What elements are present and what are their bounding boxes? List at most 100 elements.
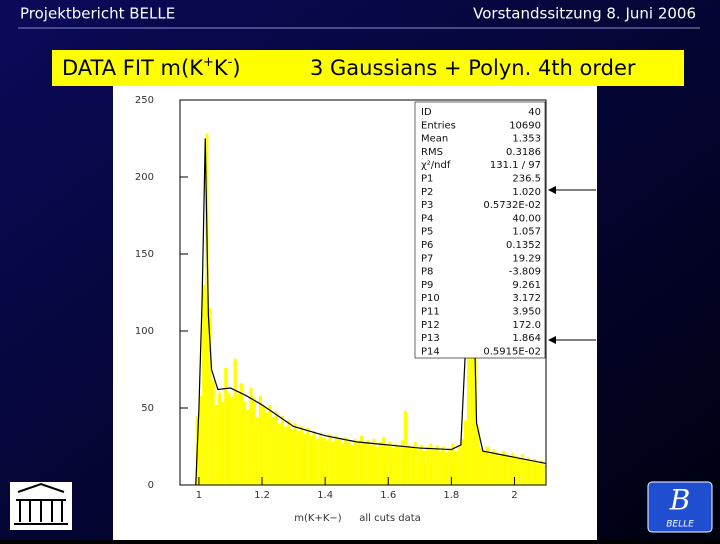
bar [299, 426, 304, 485]
y-tick-label: 200 [135, 172, 154, 183]
bar [230, 397, 234, 485]
bar [287, 420, 291, 485]
bar [413, 441, 417, 485]
bar [236, 394, 240, 485]
bar [404, 411, 408, 485]
bar [482, 451, 487, 485]
logo-letter: B [669, 484, 691, 517]
title-part: K [214, 56, 229, 80]
bar [397, 446, 401, 485]
bar [375, 446, 379, 485]
stat-value: 0.5732E-02 [483, 200, 541, 211]
bar [498, 455, 502, 485]
x-axis-label: m(K+K−) [294, 513, 342, 524]
x-tick-label: 1 [196, 490, 202, 501]
bar [366, 440, 370, 485]
header-right: Vorstandssitzung 8. Juni 2006 [473, 5, 696, 23]
bar [454, 451, 458, 485]
title-sup: - [228, 55, 233, 70]
bar [530, 461, 534, 485]
bar [249, 387, 253, 485]
bar [486, 446, 490, 485]
bar [205, 133, 209, 485]
x-tick-label: 2 [511, 490, 517, 501]
bar [328, 434, 332, 485]
bar [394, 443, 398, 485]
bar [321, 437, 326, 485]
bar [309, 435, 313, 485]
bar [539, 460, 543, 485]
stat-value: 0.5915E-02 [483, 346, 541, 357]
stat-label: P11 [421, 307, 440, 318]
stat-value: 172.0 [512, 320, 541, 331]
stat-label: P10 [421, 293, 440, 304]
bar [233, 358, 237, 485]
bar [290, 429, 294, 485]
bar [527, 457, 531, 485]
bar [344, 437, 348, 485]
stat-value: 1.353 [512, 134, 541, 145]
stats-box: ID 40 Entries 10690 Mean 1.353 RMS 0.3186 χ²/ndf… [414, 101, 546, 359]
stat-value: 0.3186 [506, 147, 541, 158]
stat-label: ID [421, 107, 432, 118]
stat-value: 1.020 [512, 187, 541, 198]
bar [533, 458, 537, 485]
right-logo: B BELLE [647, 481, 713, 533]
stat-label: P1 [421, 174, 433, 185]
bar [381, 437, 386, 485]
stat-label: P5 [421, 227, 433, 238]
bar [217, 392, 222, 485]
bar [495, 452, 499, 485]
y-tick-label: 100 [135, 326, 154, 337]
bar [476, 426, 480, 485]
stat-value: 0.1352 [506, 240, 541, 251]
stat-label: Mean [421, 134, 448, 145]
bar [514, 455, 518, 485]
stat-label: P2 [421, 187, 433, 198]
x-tick-label: 1.6 [380, 490, 396, 501]
bar [224, 367, 228, 485]
bar [511, 452, 515, 485]
bar [325, 440, 329, 485]
bar [451, 443, 455, 485]
banner-subtitle: 3 Gaussians + Polyn. 4th order [310, 56, 636, 80]
stat-label: P7 [421, 253, 433, 264]
bar [460, 438, 464, 485]
bar [331, 441, 335, 485]
bar [504, 454, 509, 485]
arrows [548, 186, 596, 344]
bar [303, 434, 307, 485]
bar [473, 338, 477, 485]
bar [227, 392, 231, 485]
bar [340, 443, 345, 485]
bar [445, 452, 449, 485]
bar [337, 438, 341, 485]
x-tick-label: 1.2 [254, 490, 270, 501]
bar [271, 417, 275, 485]
stat-value: 40.00 [512, 213, 541, 224]
left-logo [10, 482, 72, 530]
bar [274, 411, 278, 485]
y-tick-label: 0 [148, 480, 154, 491]
bar [265, 412, 269, 485]
stat-value: 1.864 [512, 333, 541, 344]
bar [508, 457, 512, 485]
y-tick-label: 150 [135, 249, 154, 260]
bar [410, 448, 414, 485]
stat-label: P6 [421, 240, 433, 251]
bar [252, 397, 256, 485]
bar [426, 446, 430, 485]
bar [501, 451, 505, 485]
x-tick-label: 1.4 [317, 490, 333, 501]
header-left: Projektbericht BELLE [20, 5, 175, 23]
x-tick-label: 1.8 [443, 490, 459, 501]
stat-value: 10690 [509, 120, 541, 131]
arrow-head [548, 186, 556, 194]
stat-value: 19.29 [512, 253, 541, 264]
y-tick-label: 50 [141, 403, 154, 414]
bar [467, 292, 471, 485]
bar [243, 401, 247, 485]
bar [363, 443, 367, 485]
arrow-head [548, 336, 556, 344]
